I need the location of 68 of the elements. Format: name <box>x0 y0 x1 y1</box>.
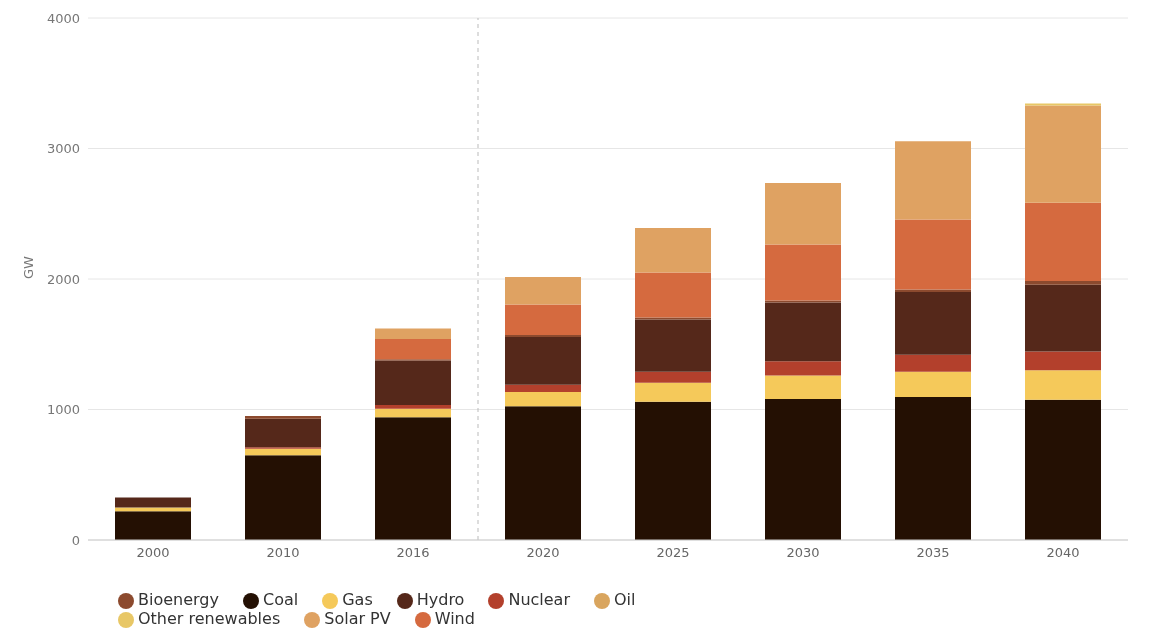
legend-label: Nuclear <box>508 590 570 609</box>
bar <box>245 448 321 456</box>
legend-label: Gas <box>342 590 373 609</box>
bar <box>505 304 581 336</box>
bar <box>635 401 711 540</box>
legend-label: Hydro <box>416 590 465 609</box>
bar <box>895 141 971 220</box>
bar <box>635 272 711 318</box>
bar <box>505 337 581 385</box>
bar <box>375 339 451 360</box>
x-tick-label: 2040 <box>1046 545 1080 561</box>
bar <box>1025 370 1101 400</box>
x-tick-label: 2016 <box>396 545 430 561</box>
bar <box>115 497 191 508</box>
bar <box>765 183 841 245</box>
x-tick-label: 2035 <box>916 545 950 561</box>
bar <box>895 354 971 372</box>
bar <box>1025 105 1101 203</box>
x-tick-label: 2030 <box>786 545 820 561</box>
bar <box>375 417 451 540</box>
bar <box>895 292 971 355</box>
y-tick-label: 1000 <box>46 402 80 418</box>
legend-label: Other renewables <box>138 609 281 628</box>
bar <box>375 408 451 418</box>
bar <box>375 328 451 340</box>
bar <box>505 384 581 392</box>
bar <box>505 406 581 540</box>
y-tick-label: 0 <box>71 532 80 548</box>
bar <box>505 391 581 407</box>
legend-label: Bioenergy <box>138 590 219 609</box>
bar <box>635 228 711 273</box>
bar <box>895 219 971 290</box>
bar <box>895 397 971 540</box>
bar <box>245 455 321 540</box>
bar <box>1025 202 1101 281</box>
legend-label: Solar PV <box>324 609 391 628</box>
bar <box>115 507 191 512</box>
bar <box>245 416 321 419</box>
bar <box>635 371 711 383</box>
bar <box>1025 351 1101 371</box>
bar <box>765 361 841 376</box>
bar <box>375 404 451 409</box>
x-tick-label: 2010 <box>266 545 300 561</box>
bar <box>765 375 841 400</box>
y-tick-label: 4000 <box>46 10 80 26</box>
bar <box>765 399 841 540</box>
y-axis-title: GW <box>20 255 36 279</box>
x-tick-label: 2025 <box>656 545 690 561</box>
legend-label: Coal <box>262 590 299 609</box>
x-tick-label: 2020 <box>526 545 560 561</box>
bar <box>1025 284 1101 352</box>
bar <box>895 371 971 398</box>
bar <box>245 418 321 448</box>
bar <box>505 277 581 305</box>
bar <box>375 360 451 405</box>
bar <box>635 382 711 402</box>
y-tick-label: 3000 <box>46 141 80 157</box>
bar <box>895 289 971 293</box>
bar <box>635 319 711 372</box>
bar <box>115 511 191 540</box>
bar <box>765 302 841 362</box>
legend-label: Oil <box>613 590 636 609</box>
bar <box>1025 399 1101 540</box>
x-tick-label: 2000 <box>136 545 170 561</box>
bar <box>1025 280 1101 285</box>
bar <box>765 244 841 301</box>
y-tick-label: 2000 <box>46 271 80 287</box>
legend-label: Wind <box>434 609 475 628</box>
